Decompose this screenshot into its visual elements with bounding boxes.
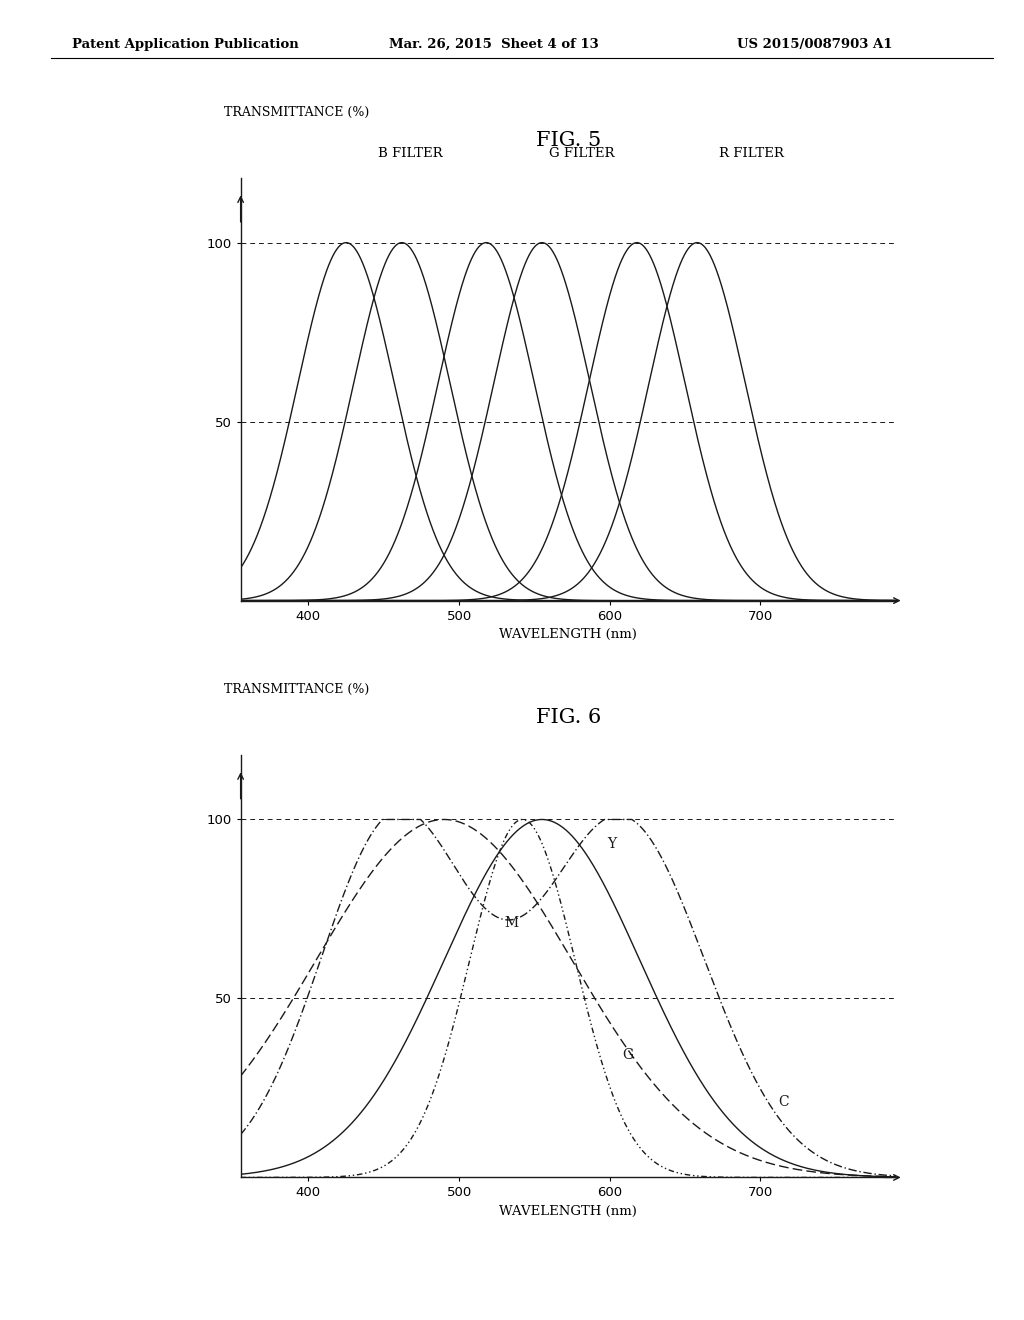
Text: US 2015/0087903 A1: US 2015/0087903 A1 [737, 38, 893, 51]
Text: TRANSMITTANCE (%): TRANSMITTANCE (%) [224, 106, 370, 119]
Text: B FILTER: B FILTER [378, 147, 443, 160]
Text: FIG. 6: FIG. 6 [536, 709, 601, 727]
X-axis label: WAVELENGTH (nm): WAVELENGTH (nm) [500, 1205, 637, 1218]
Text: Y: Y [607, 837, 615, 851]
Text: Patent Application Publication: Patent Application Publication [72, 38, 298, 51]
Text: Mar. 26, 2015  Sheet 4 of 13: Mar. 26, 2015 Sheet 4 of 13 [389, 38, 599, 51]
Text: G FILTER: G FILTER [549, 147, 614, 160]
Text: G: G [622, 1048, 633, 1063]
Text: C: C [778, 1094, 790, 1109]
Text: FIG. 5: FIG. 5 [536, 132, 601, 150]
Text: M: M [504, 916, 518, 929]
X-axis label: WAVELENGTH (nm): WAVELENGTH (nm) [500, 628, 637, 642]
Text: R FILTER: R FILTER [719, 147, 784, 160]
Text: TRANSMITTANCE (%): TRANSMITTANCE (%) [224, 682, 370, 696]
